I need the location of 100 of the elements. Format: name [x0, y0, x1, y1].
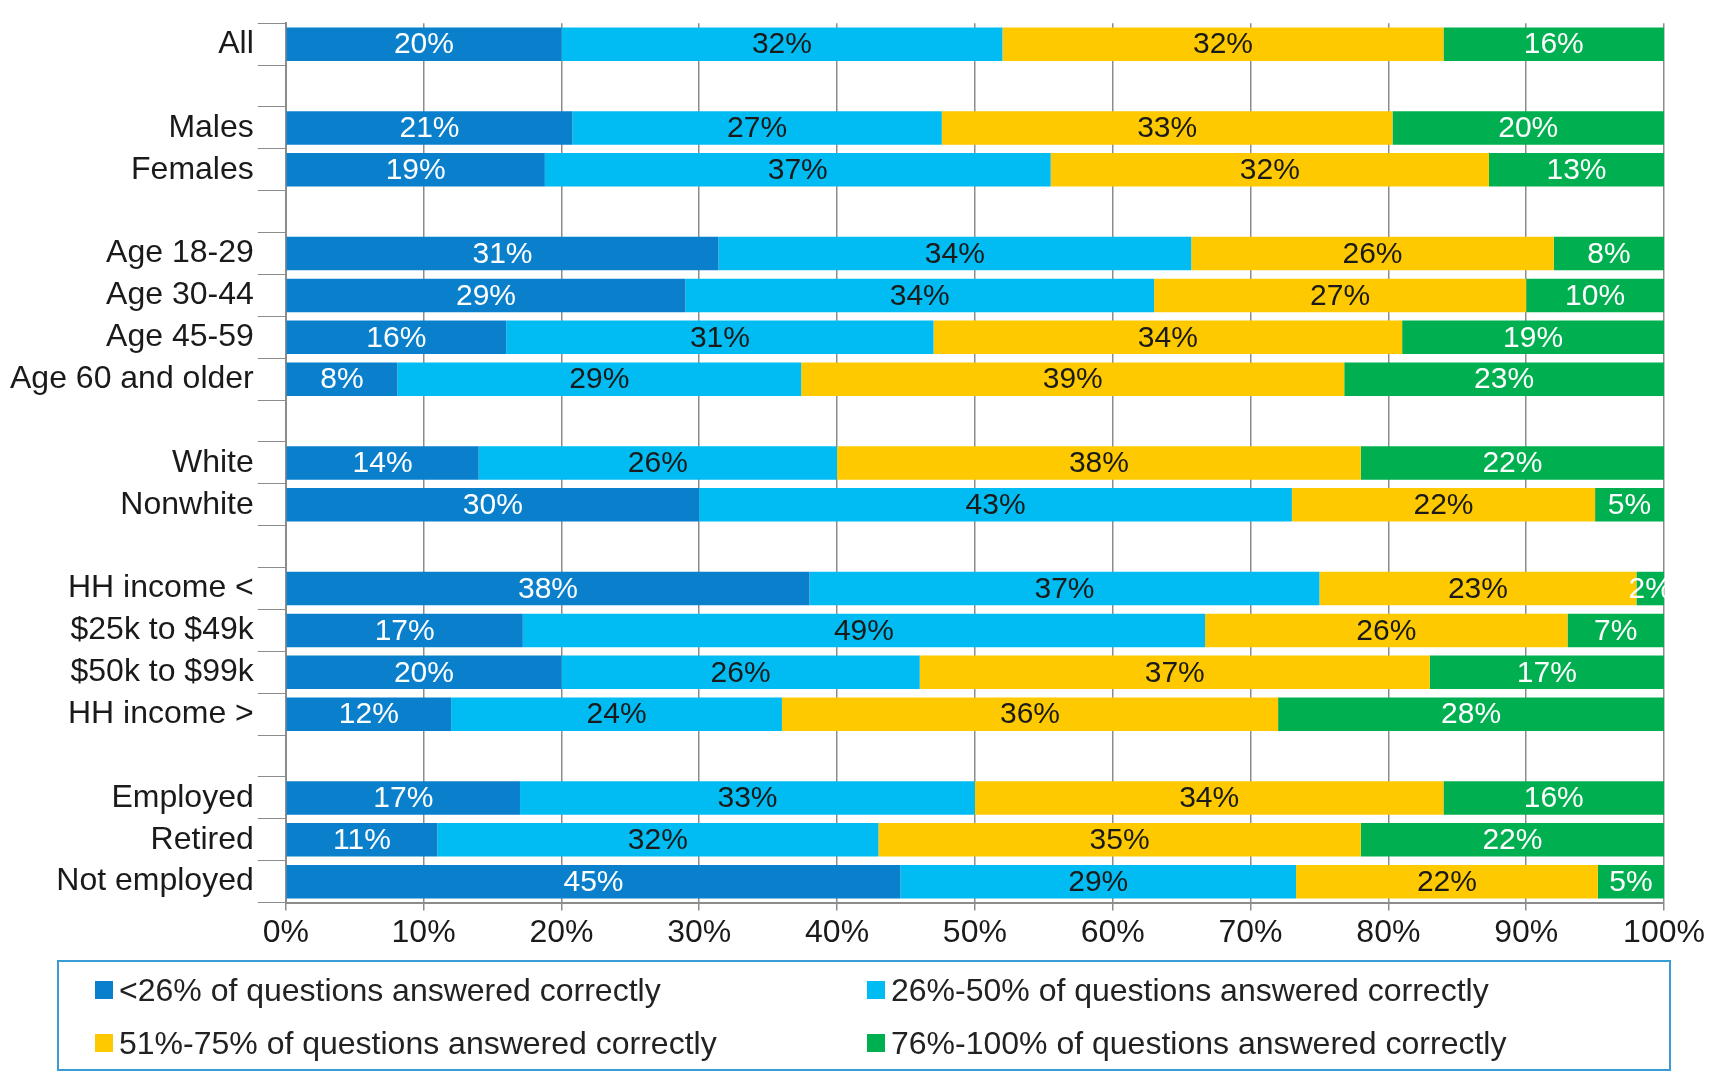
- y-tick-label: Age 30-44: [106, 275, 254, 312]
- bar: [286, 153, 545, 187]
- data-label: 45%: [563, 863, 624, 897]
- bar: [286, 697, 452, 731]
- data-label: 35%: [1089, 822, 1150, 856]
- y-tick-label: Not employed: [56, 861, 254, 898]
- bar: [286, 446, 479, 480]
- data-label: 43%: [965, 487, 1026, 521]
- bar: [1488, 153, 1664, 187]
- data-label: 21%: [399, 110, 460, 144]
- data-label: 14%: [352, 445, 413, 479]
- bar: [286, 488, 700, 522]
- data-label: 16%: [1523, 780, 1584, 814]
- bar: [933, 320, 1403, 355]
- data-label: 10%: [1565, 277, 1626, 311]
- legend-label: 26%-50% of questions answered correctly: [891, 971, 1489, 1011]
- x-tick-label: 30%: [667, 912, 732, 949]
- y-tick-label: Employed: [111, 777, 254, 814]
- data-label: 26%: [1356, 612, 1417, 646]
- bar: [522, 613, 1206, 648]
- bar: [286, 111, 573, 145]
- data-label: 32%: [1192, 26, 1253, 60]
- data-label: 36%: [999, 696, 1061, 730]
- bar: [941, 111, 1393, 145]
- legend-label: 51%-75% of questions answered correctly: [119, 1023, 717, 1063]
- bar: [561, 655, 920, 690]
- bar: [1360, 823, 1664, 857]
- bar: [1050, 153, 1489, 187]
- y-tick-label: Age 18-29: [106, 233, 254, 270]
- y-tick-label: All: [218, 23, 254, 60]
- bar: [286, 278, 686, 313]
- data-label: 19%: [1503, 319, 1564, 353]
- data-label: 49%: [833, 612, 894, 646]
- data-label: 37%: [1144, 654, 1205, 688]
- data-label: 17%: [1516, 654, 1577, 688]
- data-label: 19%: [385, 152, 446, 186]
- data-label: 33%: [717, 780, 778, 814]
- data-label: 8%: [1587, 235, 1631, 269]
- bar: [781, 697, 1279, 731]
- bar: [685, 278, 1155, 313]
- y-tick-label: Nonwhite: [120, 484, 254, 521]
- bar: [900, 864, 1297, 899]
- data-label: 27%: [1310, 277, 1371, 311]
- bar: [286, 781, 521, 815]
- data-label: 20%: [393, 26, 454, 60]
- x-tick-label: 50%: [942, 912, 1007, 949]
- bar: [572, 111, 942, 145]
- data-label: 24%: [586, 696, 647, 730]
- data-label: 31%: [689, 319, 750, 353]
- data-label: 32%: [627, 822, 688, 856]
- data-label: 27%: [727, 110, 788, 144]
- bar: [1443, 781, 1664, 815]
- data-label: 32%: [1239, 152, 1300, 186]
- y-tick-label: $50k to $99k: [70, 652, 255, 689]
- bar: [1191, 236, 1554, 271]
- bar: [286, 864, 901, 899]
- data-label: 29%: [1068, 863, 1129, 897]
- bar: [1278, 697, 1664, 731]
- data-label: 37%: [767, 152, 828, 186]
- bar: [286, 571, 810, 606]
- y-tick-label: HH income >: [67, 693, 254, 730]
- bar: [974, 781, 1444, 815]
- data-label: 11%: [333, 822, 391, 856]
- bar: [801, 362, 1345, 396]
- bar: [506, 320, 934, 355]
- bar: [1344, 362, 1664, 396]
- data-label: 8%: [320, 361, 364, 395]
- data-label: 34%: [1179, 780, 1240, 814]
- data-label: 23%: [1447, 570, 1508, 604]
- legend-label: <26% of questions answered correctly: [119, 971, 661, 1011]
- data-label: 38%: [1068, 445, 1129, 479]
- bar: [1392, 111, 1664, 145]
- data-label: 5%: [1607, 487, 1652, 521]
- y-tick-label: HH income <: [67, 568, 254, 605]
- bar: [919, 655, 1430, 690]
- data-label: 26%: [627, 445, 688, 479]
- bar: [286, 613, 523, 648]
- bar: [437, 823, 879, 857]
- data-label: 34%: [1137, 319, 1198, 353]
- y-tick-label: Males: [168, 107, 254, 144]
- x-tick-label: 80%: [1356, 912, 1421, 949]
- bar: [286, 236, 719, 271]
- data-label: 26%: [1342, 235, 1403, 269]
- bar: [1429, 655, 1664, 690]
- bar: [1296, 864, 1598, 899]
- bar: [286, 655, 562, 690]
- x-tick-label: 10%: [391, 912, 456, 949]
- bar: [1154, 278, 1527, 313]
- x-tick-label: 40%: [805, 912, 870, 949]
- data-label: 7%: [1594, 612, 1638, 646]
- data-label: 39%: [1042, 361, 1103, 395]
- y-tick-label: Age 60 and older: [10, 358, 255, 395]
- bar: [1360, 446, 1664, 480]
- data-label: 34%: [924, 235, 985, 269]
- bar: [286, 27, 562, 61]
- y-tick-label: $25k to $49k: [70, 610, 255, 647]
- data-label: 17%: [374, 612, 435, 646]
- data-label: 38%: [517, 570, 579, 604]
- bar: [397, 362, 802, 396]
- data-label: 12%: [338, 696, 399, 730]
